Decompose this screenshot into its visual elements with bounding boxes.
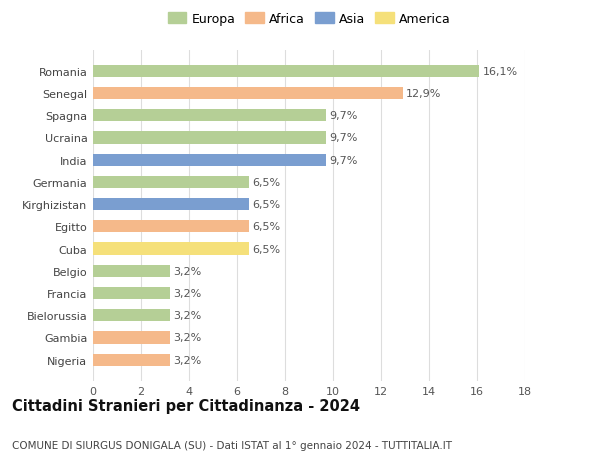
Bar bbox=[93, 132, 326, 144]
Bar bbox=[93, 265, 170, 277]
Bar bbox=[93, 331, 170, 344]
Text: 3,2%: 3,2% bbox=[173, 266, 202, 276]
Text: 6,5%: 6,5% bbox=[253, 244, 281, 254]
Bar bbox=[93, 66, 479, 78]
Text: 9,7%: 9,7% bbox=[329, 155, 358, 165]
Bar bbox=[93, 243, 249, 255]
Text: 9,7%: 9,7% bbox=[329, 111, 358, 121]
Bar bbox=[93, 154, 326, 167]
Text: Cittadini Stranieri per Cittadinanza - 2024: Cittadini Stranieri per Cittadinanza - 2… bbox=[12, 398, 360, 413]
Text: 3,2%: 3,2% bbox=[173, 311, 202, 320]
Text: 3,2%: 3,2% bbox=[173, 333, 202, 343]
Bar bbox=[93, 287, 170, 299]
Bar bbox=[93, 309, 170, 322]
Bar bbox=[93, 110, 326, 122]
Legend: Europa, Africa, Asia, America: Europa, Africa, Asia, America bbox=[163, 8, 455, 31]
Bar bbox=[93, 354, 170, 366]
Text: 6,5%: 6,5% bbox=[253, 178, 281, 187]
Bar bbox=[93, 199, 249, 211]
Text: 9,7%: 9,7% bbox=[329, 133, 358, 143]
Text: 6,5%: 6,5% bbox=[253, 200, 281, 210]
Bar bbox=[93, 176, 249, 189]
Text: 3,2%: 3,2% bbox=[173, 288, 202, 298]
Text: 6,5%: 6,5% bbox=[253, 222, 281, 232]
Text: COMUNE DI SIURGUS DONIGALA (SU) - Dati ISTAT al 1° gennaio 2024 - TUTTITALIA.IT: COMUNE DI SIURGUS DONIGALA (SU) - Dati I… bbox=[12, 440, 452, 450]
Text: 3,2%: 3,2% bbox=[173, 355, 202, 365]
Text: 12,9%: 12,9% bbox=[406, 89, 442, 99]
Text: 16,1%: 16,1% bbox=[483, 67, 518, 77]
Bar bbox=[93, 88, 403, 100]
Bar bbox=[93, 221, 249, 233]
